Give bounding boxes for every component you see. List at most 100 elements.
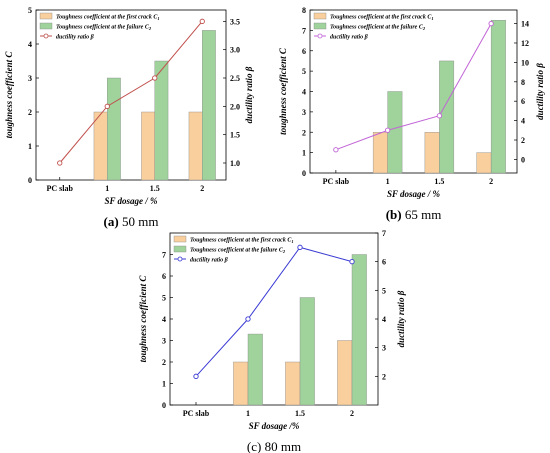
right-tick-label: 5 bbox=[382, 286, 386, 295]
x-axis-label: SF dosage / % bbox=[387, 189, 441, 199]
left-tick-label: 8 bbox=[302, 6, 306, 15]
right-tick-label: 1.5 bbox=[230, 131, 240, 140]
left-tick-label: 3 bbox=[28, 74, 32, 83]
x-tick-label: PC slab bbox=[323, 177, 350, 186]
right-tick-label: 12 bbox=[521, 39, 529, 48]
right-tick-label: 2.5 bbox=[230, 74, 240, 83]
right-tick-label: 3.0 bbox=[230, 46, 240, 55]
bar bbox=[351, 254, 367, 406]
y-axis-label: toughness coefficient C bbox=[138, 275, 148, 363]
ductility-line bbox=[335, 23, 492, 151]
left-tick-label: 2 bbox=[28, 108, 32, 117]
x-tick-label: 1.5 bbox=[434, 177, 444, 186]
x-tick-label: PC slab bbox=[47, 184, 74, 193]
bar bbox=[476, 152, 492, 174]
ductility-point bbox=[245, 316, 251, 322]
left-tick-label: 4 bbox=[302, 88, 306, 97]
ductility-point bbox=[104, 103, 110, 109]
left-tick-label: 4 bbox=[162, 315, 166, 324]
legend-swatch-failure bbox=[39, 22, 53, 30]
x-tick-label: 1.5 bbox=[150, 184, 160, 193]
left-tick-label: 6 bbox=[302, 47, 306, 56]
bar bbox=[141, 111, 155, 181]
chart-c: 0 1 2 3 4 5 6 7 2 3 4 5 6 7 PC slab 1 1.5 2 Toughness coef… bbox=[138, 229, 406, 453]
bar bbox=[107, 77, 121, 181]
x-tick-label: 2 bbox=[200, 184, 204, 193]
legend-swatch-failure bbox=[313, 22, 327, 30]
y2-axis-label: ductility ratio β bbox=[535, 63, 545, 120]
legend-label: Toughness coefficient at the failure C2 bbox=[190, 248, 286, 255]
right-tick-label: 6 bbox=[521, 97, 525, 106]
legend-label: ductility ratio β bbox=[190, 258, 229, 264]
left-tick-label: 0 bbox=[28, 176, 32, 185]
bar bbox=[202, 30, 216, 181]
left-tick-label: 7 bbox=[302, 26, 306, 35]
ductility-point bbox=[199, 18, 205, 24]
chart-caption: (c) 80 mm bbox=[247, 439, 301, 453]
right-tick-label: 1.0 bbox=[230, 159, 240, 168]
legend-label: ductility ratio β bbox=[56, 35, 95, 41]
legend-swatch-first-crack bbox=[173, 235, 187, 243]
legend-label: Toughness coefficient at the first crack… bbox=[190, 238, 294, 245]
x-axis-label: SF dosage / % bbox=[104, 196, 158, 206]
x-tick-label: 2 bbox=[489, 177, 493, 186]
ductility-line bbox=[195, 246, 353, 377]
right-tick-label: 0 bbox=[521, 155, 525, 164]
ductility-point bbox=[297, 244, 303, 250]
x-tick-label: 1 bbox=[246, 409, 250, 418]
chart-caption: (b) 65 mm bbox=[386, 207, 442, 222]
legend-swatch-first-crack bbox=[313, 12, 327, 20]
ductility-point bbox=[193, 373, 199, 379]
x-tick-label: 1 bbox=[386, 177, 390, 186]
bar bbox=[188, 111, 203, 181]
plot-frame bbox=[35, 9, 227, 181]
bar bbox=[247, 333, 263, 406]
bar bbox=[93, 111, 108, 181]
right-tick-label: 2.0 bbox=[230, 102, 240, 111]
right-tick-label: 2 bbox=[382, 372, 386, 381]
ductility-point bbox=[436, 113, 443, 119]
left-tick-label: 3 bbox=[302, 108, 306, 117]
legend-label: Toughness coefficient at the first crack… bbox=[330, 15, 434, 22]
bar bbox=[337, 340, 353, 406]
legend-label: ductility ratio β bbox=[330, 35, 369, 41]
left-tick-label: 4 bbox=[28, 40, 32, 49]
ductility-point bbox=[333, 147, 339, 153]
right-tick-label: 4 bbox=[382, 315, 386, 324]
ductility-point bbox=[57, 160, 63, 166]
legend-label: Toughness coefficient at the failure C2 bbox=[330, 25, 426, 32]
legend-marker bbox=[317, 33, 323, 39]
right-tick-label: 3.5 bbox=[230, 17, 240, 26]
legend-swatch-first-crack bbox=[39, 12, 53, 20]
left-tick-label: 1 bbox=[162, 380, 166, 389]
bar bbox=[299, 297, 315, 406]
left-tick-label: 2 bbox=[302, 128, 306, 137]
legend-swatch-failure bbox=[173, 245, 187, 253]
chart-caption: (a) 50 mm bbox=[104, 214, 159, 229]
right-tick-label: 7 bbox=[382, 229, 386, 238]
ductility-point bbox=[384, 127, 391, 133]
x-tick-label: 1 bbox=[105, 184, 109, 193]
y-axis-label: toughness coefficient C bbox=[278, 47, 288, 135]
bar bbox=[387, 91, 403, 174]
left-tick-label: 1 bbox=[302, 149, 306, 158]
bar bbox=[424, 132, 440, 174]
left-tick-label: 1 bbox=[28, 142, 32, 151]
x-tick-label: 1.5 bbox=[295, 409, 305, 418]
legend-label: Toughness coefficient at the first crack… bbox=[56, 15, 160, 22]
left-tick-label: 7 bbox=[162, 251, 166, 260]
bar bbox=[233, 361, 249, 406]
ductility-point bbox=[152, 75, 158, 81]
left-tick-label: 3 bbox=[162, 337, 166, 346]
right-tick-label: 10 bbox=[521, 58, 529, 67]
right-tick-label: 3 bbox=[382, 344, 386, 353]
y-axis-label: toughness coefficient C bbox=[4, 51, 14, 139]
legend-marker bbox=[177, 256, 183, 262]
legend-marker bbox=[43, 33, 49, 39]
right-tick-label: 4 bbox=[521, 117, 525, 126]
left-tick-label: 2 bbox=[162, 358, 166, 367]
left-tick-label: 0 bbox=[302, 169, 306, 178]
